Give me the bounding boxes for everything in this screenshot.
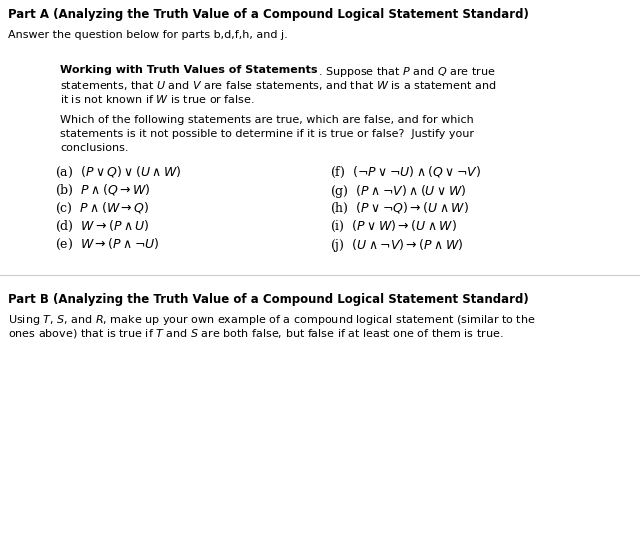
Text: (j)  $(U \wedge \neg V) \rightarrow (P \wedge W)$: (j) $(U \wedge \neg V) \rightarrow (P \w… bbox=[330, 237, 463, 254]
Text: (b)  $P \wedge (Q \rightarrow W)$: (b) $P \wedge (Q \rightarrow W)$ bbox=[55, 183, 150, 198]
Text: (c)  $P \wedge (W \rightarrow Q)$: (c) $P \wedge (W \rightarrow Q)$ bbox=[55, 201, 150, 216]
Text: statements, that $U$ and $V$ are false statements, and that $W$ is a statement a: statements, that $U$ and $V$ are false s… bbox=[60, 79, 496, 92]
Text: ones above) that is true if $T$ and $S$ are both false, but false if at least on: ones above) that is true if $T$ and $S$ … bbox=[8, 327, 504, 340]
Text: . Suppose that $P$ and $Q$ are true: . Suppose that $P$ and $Q$ are true bbox=[319, 65, 496, 79]
Text: (i)  $(P \vee W) \rightarrow (U \wedge W)$: (i) $(P \vee W) \rightarrow (U \wedge W)… bbox=[330, 219, 457, 234]
Text: Using $T$, $S$, and $R$, make up your own example of a compound logical statemen: Using $T$, $S$, and $R$, make up your ow… bbox=[8, 313, 536, 327]
Text: (e)  $W \rightarrow (P \wedge \neg U)$: (e) $W \rightarrow (P \wedge \neg U)$ bbox=[55, 237, 159, 252]
Text: (a)  $(P \vee Q) \vee (U \wedge W)$: (a) $(P \vee Q) \vee (U \wedge W)$ bbox=[55, 165, 182, 180]
Text: it is not known if $W$ is true or false.: it is not known if $W$ is true or false. bbox=[60, 93, 255, 105]
Text: Working with Truth Values of Statements: Working with Truth Values of Statements bbox=[60, 65, 317, 75]
Text: Part A (Analyzing the Truth Value of a Compound Logical Statement Standard): Part A (Analyzing the Truth Value of a C… bbox=[8, 8, 529, 21]
Text: Answer the question below for parts b,d,f,h, and j.: Answer the question below for parts b,d,… bbox=[8, 30, 288, 40]
Text: conclusions.: conclusions. bbox=[60, 143, 129, 153]
Text: (d)  $W \rightarrow (P \wedge U)$: (d) $W \rightarrow (P \wedge U)$ bbox=[55, 219, 150, 234]
Text: statements is it not possible to determine if it is true or false?  Justify your: statements is it not possible to determi… bbox=[60, 129, 474, 139]
Text: (h)  $(P \vee \neg Q) \rightarrow (U \wedge W)$: (h) $(P \vee \neg Q) \rightarrow (U \wed… bbox=[330, 201, 469, 216]
Text: Which of the following statements are true, which are false, and for which: Which of the following statements are tr… bbox=[60, 115, 474, 125]
Text: Part B (Analyzing the Truth Value of a Compound Logical Statement Standard): Part B (Analyzing the Truth Value of a C… bbox=[8, 293, 529, 306]
Text: (f)  $(\neg P \vee \neg U) \wedge (Q \vee \neg V)$: (f) $(\neg P \vee \neg U) \wedge (Q \vee… bbox=[330, 165, 481, 180]
Text: (g)  $(P \wedge \neg V) \wedge (U \vee W)$: (g) $(P \wedge \neg V) \wedge (U \vee W)… bbox=[330, 183, 467, 200]
